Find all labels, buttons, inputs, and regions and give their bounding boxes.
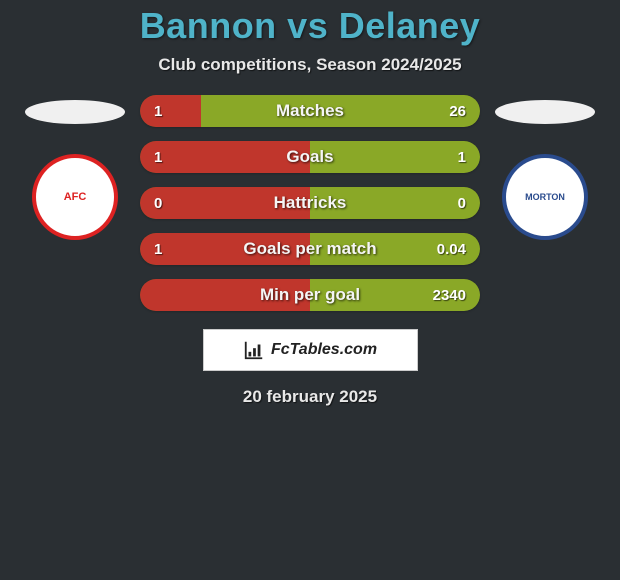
right-column: MORTON	[495, 95, 595, 240]
subtitle: Club competitions, Season 2024/2025	[0, 55, 620, 75]
player-left-ellipse	[25, 100, 125, 124]
stat-bar: 11Goals	[140, 141, 480, 173]
stat-bar: 126Matches	[140, 95, 480, 127]
stat-bar: 10.04Goals per match	[140, 233, 480, 265]
stats-area: AFC 126Matches 11Goals 00Hattricks 10.04Goa…	[0, 95, 620, 311]
stat-bar: 2340Min per goal	[140, 279, 480, 311]
club-crest-left: AFC	[32, 154, 118, 240]
logo-text: FcTables.com	[271, 341, 377, 359]
comparison-card: Bannon vs Delaney Club competitions, Sea…	[0, 0, 620, 407]
bar-label: Min per goal	[140, 279, 480, 311]
player-right-ellipse	[495, 100, 595, 124]
left-column: AFC	[25, 95, 125, 240]
club-crest-right: MORTON	[502, 154, 588, 240]
fctables-logo[interactable]: FcTables.com	[203, 329, 418, 371]
date: 20 february 2025	[0, 387, 620, 407]
page-title: Bannon vs Delaney	[0, 5, 620, 47]
bar-label: Hattricks	[140, 187, 480, 219]
stat-bar: 00Hattricks	[140, 187, 480, 219]
bar-label: Goals	[140, 141, 480, 173]
stat-bars: 126Matches 11Goals 00Hattricks 10.04Goals p…	[140, 95, 480, 311]
bar-label: Matches	[140, 95, 480, 127]
bar-label: Goals per match	[140, 233, 480, 265]
chart-icon	[243, 339, 265, 361]
